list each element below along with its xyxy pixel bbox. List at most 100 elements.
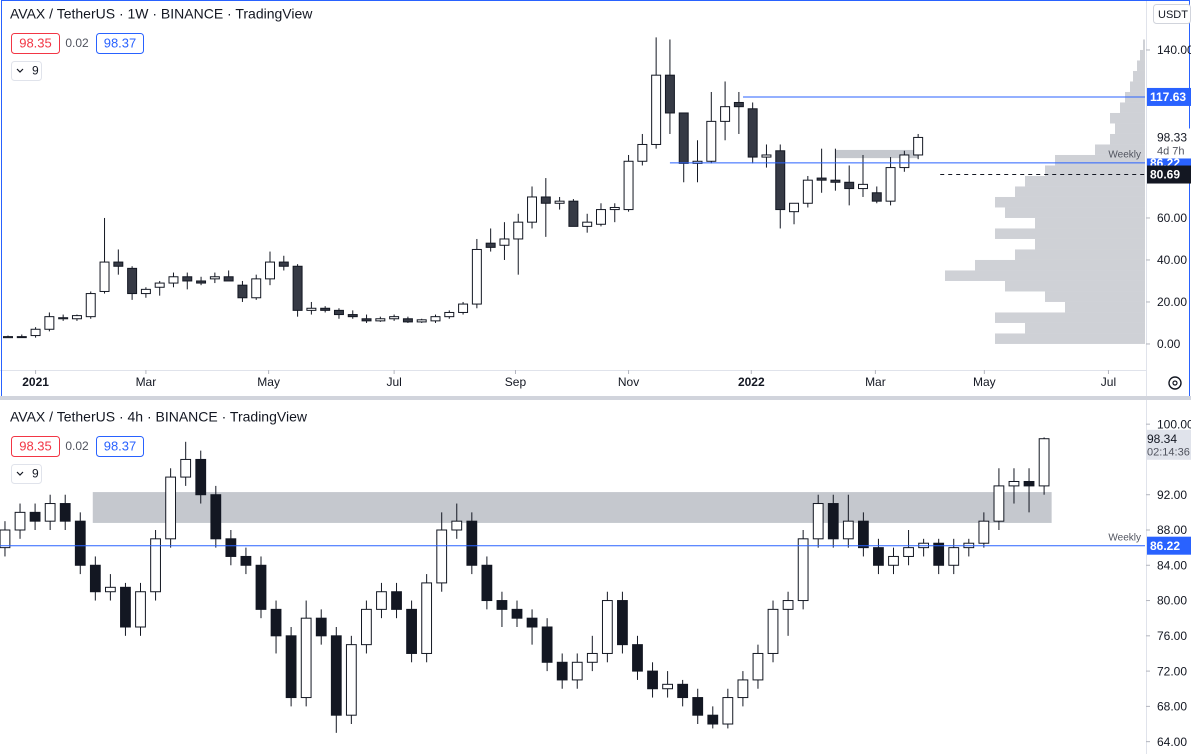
candle-body (595, 209, 606, 225)
candle-body (830, 179, 841, 183)
bid-box[interactable] (11, 436, 60, 457)
y-tick-label: 140.00 (1157, 43, 1191, 57)
candle-body (511, 608, 523, 619)
volume-profile-bar (1015, 186, 1145, 197)
candle-body (816, 177, 827, 181)
currency[interactable]: USDT (1158, 9, 1188, 21)
gear-icon (1168, 376, 1182, 390)
x-tick-label: Jul (386, 375, 401, 389)
candle-body (903, 547, 914, 557)
volume-profile-bar (1055, 154, 1145, 166)
spread: 0.02 (65, 439, 89, 453)
candle-body (71, 315, 82, 320)
candle-body (195, 458, 207, 496)
candle-body (844, 181, 855, 190)
x-tick-label: 2021 (22, 375, 49, 389)
candle-body (632, 644, 643, 672)
volume-profile-bar (1143, 39, 1145, 50)
candle-body (899, 154, 910, 169)
candle-body (568, 200, 579, 227)
ask-price[interactable]: 98.37 (104, 35, 137, 50)
candle-body (154, 282, 165, 288)
candle-body (499, 238, 510, 246)
candle-body (361, 318, 372, 322)
candle-body (168, 276, 179, 284)
last-price-bg (1147, 429, 1191, 460)
ask-price[interactable]: 98.37 (104, 438, 137, 453)
price-label: 86.22 (1150, 539, 1180, 553)
x-tick-label: Jul (1101, 375, 1116, 389)
level-annotation: Weekly (1108, 150, 1141, 161)
volume-profile-bar (1025, 175, 1145, 187)
price-label: 117.63 (1150, 90, 1186, 104)
candle-body (857, 520, 869, 549)
indicator-count: 9 (32, 64, 39, 78)
bid-price[interactable]: 98.35 (19, 35, 52, 50)
y-tick-label: 100.00 (1157, 417, 1191, 431)
indicator-count: 9 (32, 467, 39, 481)
candle-body (315, 617, 327, 637)
x-tick-label: Nov (618, 375, 639, 389)
candle-body (3, 336, 13, 339)
candle-body (44, 316, 55, 330)
candle-body (556, 661, 568, 681)
volume-profile-bar (1110, 112, 1145, 124)
volume-profile-bar (1045, 165, 1145, 176)
candle-body (775, 150, 786, 211)
candle-body (44, 503, 56, 522)
bid-box[interactable] (11, 33, 60, 54)
candle-body (165, 476, 177, 540)
candle-body (265, 261, 275, 280)
candle-body (913, 136, 924, 156)
candle-body (306, 307, 317, 311)
indicators-toggle[interactable] (11, 464, 42, 484)
candle-body (582, 221, 593, 227)
candle-body (733, 101, 744, 108)
price-label-bg (1147, 536, 1191, 555)
volume-profile-bar (1137, 60, 1145, 71)
candle-body (722, 697, 734, 725)
candle-body (430, 316, 441, 322)
volume-profile-bar (1045, 291, 1145, 302)
candle-body (466, 520, 478, 566)
candle-body (802, 179, 813, 204)
candle-body (223, 276, 234, 282)
candle-body (586, 652, 598, 663)
candle-body (933, 542, 945, 566)
candle-body (29, 511, 41, 522)
candle-body (320, 307, 331, 311)
price-label-bg (1147, 87, 1191, 106)
volume-profile-bar (1035, 217, 1145, 229)
candle-body (292, 265, 303, 311)
candle-body (571, 661, 583, 681)
candle-body (737, 679, 749, 699)
y-tick-label: 68.00 (1157, 700, 1187, 714)
volume-profile-bar (945, 270, 1145, 281)
y-tick-label: 84.00 (1157, 558, 1187, 572)
candle-body (617, 600, 628, 646)
candle-body (554, 200, 565, 204)
bar-countdown: 4d 7h (1157, 145, 1185, 157)
settings-button[interactable] (1168, 376, 1182, 390)
candle-body (1023, 480, 1035, 487)
bid-price[interactable]: 98.35 (19, 438, 52, 453)
pane-separator[interactable] (0, 396, 1191, 400)
ask-box[interactable] (96, 33, 144, 54)
ask-box[interactable] (96, 436, 144, 457)
candle-body (196, 280, 207, 284)
y-tick-label: 72.00 (1157, 664, 1187, 678)
candle-body (540, 196, 551, 204)
candle-body (210, 494, 222, 540)
candle-body (237, 284, 248, 299)
indicators-toggle[interactable] (11, 61, 42, 81)
candle-body (182, 276, 193, 282)
volume-profile-bar (1133, 70, 1145, 82)
candle-body (406, 608, 417, 654)
candle-body (707, 714, 719, 725)
x-tick-label: Mar (136, 375, 157, 389)
spread: 0.02 (65, 36, 89, 50)
candle-body (609, 206, 620, 211)
candle-body (871, 192, 882, 202)
